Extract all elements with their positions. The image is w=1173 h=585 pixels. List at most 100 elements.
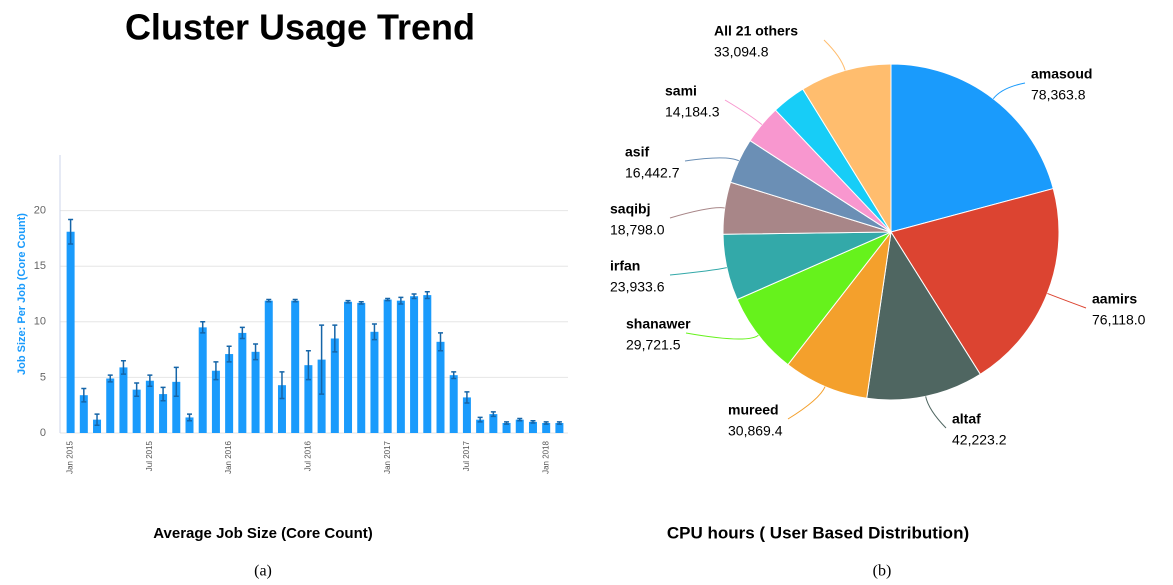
bar bbox=[251, 351, 260, 433]
error-bar bbox=[147, 374, 153, 388]
figure-title: Cluster Usage Trend bbox=[125, 7, 475, 48]
error-bar bbox=[398, 296, 404, 305]
slice-label: saqibj bbox=[610, 201, 650, 217]
error-bar bbox=[385, 297, 391, 302]
leader-line bbox=[925, 396, 947, 429]
slice-value-label: 29,721.5 bbox=[626, 337, 681, 353]
leader-line bbox=[685, 332, 759, 340]
x-tick-label: Jul 2017 bbox=[462, 440, 471, 471]
error-bar bbox=[504, 421, 510, 425]
error-bar bbox=[332, 324, 338, 353]
pie-slice bbox=[802, 63, 892, 234]
bar bbox=[370, 331, 379, 433]
bar bbox=[225, 354, 234, 433]
error-bar bbox=[530, 420, 536, 424]
leader-line bbox=[992, 82, 1026, 100]
slice-label: mureed bbox=[728, 402, 779, 418]
error-bar bbox=[279, 371, 285, 400]
bar bbox=[330, 338, 339, 433]
bar bbox=[159, 394, 168, 433]
bar bbox=[66, 231, 75, 433]
bar bbox=[449, 375, 458, 433]
caption: (a) bbox=[254, 563, 272, 580]
error-bar bbox=[305, 349, 311, 381]
bar bbox=[277, 385, 286, 433]
y-axis-label: Job Size: Per Job (Core Count) bbox=[16, 213, 28, 375]
error-bar bbox=[81, 387, 87, 403]
caption: (b) bbox=[873, 563, 892, 580]
chart-title: CPU hours ( User Based Distribution) bbox=[667, 523, 969, 542]
slice-value-label: 78,363.8 bbox=[1031, 87, 1086, 103]
x-tick-label: Jan 2018 bbox=[541, 440, 550, 473]
bar bbox=[93, 419, 102, 433]
error-bar bbox=[292, 298, 298, 303]
leader-line bbox=[684, 157, 740, 162]
y-tick-label: 5 bbox=[40, 371, 46, 383]
bar bbox=[423, 295, 432, 433]
leader-line bbox=[823, 39, 846, 71]
error-bar bbox=[464, 391, 470, 404]
error-bar bbox=[200, 321, 206, 334]
error-bar bbox=[411, 293, 417, 300]
leader-line bbox=[724, 99, 763, 125]
y-tick-label: 10 bbox=[34, 316, 46, 328]
bar bbox=[357, 302, 366, 433]
bar bbox=[317, 359, 326, 433]
bar bbox=[542, 422, 551, 433]
bar bbox=[528, 421, 537, 433]
bar bbox=[264, 300, 273, 433]
leader-line bbox=[787, 386, 826, 420]
error-bar bbox=[68, 218, 74, 245]
pie-slice bbox=[866, 230, 981, 401]
error-bar bbox=[239, 326, 245, 340]
bar bbox=[198, 327, 207, 433]
slice-label: irfan bbox=[610, 258, 640, 274]
error-bar bbox=[556, 421, 562, 425]
error-bar bbox=[187, 413, 192, 422]
bar bbox=[211, 370, 220, 433]
error-bar bbox=[160, 386, 166, 402]
leader-line bbox=[669, 207, 725, 219]
error-bar bbox=[213, 361, 219, 381]
slice-value-label: 16,442.7 bbox=[625, 165, 680, 181]
slice-label: aamirs bbox=[1092, 291, 1137, 307]
bar bbox=[79, 395, 88, 433]
y-tick-label: 20 bbox=[34, 205, 46, 217]
error-bar bbox=[253, 343, 259, 361]
error-bar bbox=[517, 417, 523, 422]
bar bbox=[291, 300, 300, 433]
slice-value-label: 33,094.8 bbox=[714, 44, 769, 60]
bar bbox=[462, 397, 471, 433]
error-bar bbox=[134, 382, 140, 398]
bar bbox=[185, 417, 194, 433]
x-tick-label: Jan 2015 bbox=[66, 440, 75, 473]
bar bbox=[489, 414, 498, 433]
slice-label: amasoud bbox=[1031, 66, 1092, 82]
leader-line bbox=[669, 267, 727, 276]
bar bbox=[502, 422, 511, 433]
error-bar bbox=[371, 323, 377, 341]
bar bbox=[119, 367, 128, 433]
error-bar bbox=[319, 324, 325, 395]
error-bar bbox=[477, 416, 483, 423]
error-bar bbox=[107, 374, 113, 383]
x-tick-label: Jul 2015 bbox=[145, 440, 154, 471]
bar bbox=[515, 419, 524, 433]
slice-value-label: 30,869.4 bbox=[728, 423, 783, 439]
y-tick-label: 0 bbox=[40, 427, 46, 439]
bar bbox=[396, 300, 405, 433]
bar bbox=[555, 422, 564, 433]
error-bar bbox=[226, 345, 232, 363]
x-tick-label: Jan 2017 bbox=[383, 440, 392, 473]
error-bar bbox=[120, 359, 126, 375]
error-bar bbox=[94, 413, 100, 426]
slice-label: asif bbox=[625, 144, 649, 160]
bar bbox=[436, 341, 445, 433]
slice-label: sami bbox=[665, 83, 697, 99]
bar bbox=[476, 419, 485, 433]
bar bbox=[383, 299, 392, 433]
pie-slice bbox=[890, 187, 1060, 375]
error-bar bbox=[345, 299, 351, 304]
bar bbox=[410, 296, 419, 433]
bar bbox=[132, 389, 141, 433]
